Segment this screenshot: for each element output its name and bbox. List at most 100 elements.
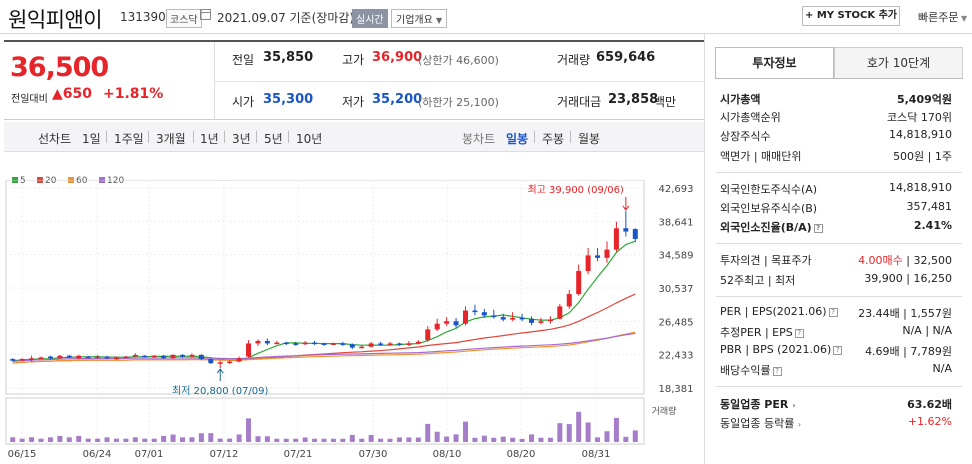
- volume-bar: [10, 437, 16, 442]
- candle-body: [472, 310, 478, 313]
- candle-body: [349, 344, 355, 348]
- divider: [256, 131, 257, 143]
- candle-body: [217, 362, 223, 364]
- volume-bar: [529, 434, 535, 442]
- info-row-face-value: 액면가 | 매매단위 500원 | 1주: [720, 148, 952, 166]
- info-value: 357,481: [906, 200, 953, 213]
- period-10y[interactable]: 10년: [296, 132, 323, 146]
- info-row-opinion: 투자의견 | 목표주가 4.00매수 | 32,500: [720, 252, 952, 270]
- help-icon[interactable]: ?: [828, 308, 838, 317]
- candle-body: [623, 228, 629, 232]
- candle-body: [425, 329, 431, 341]
- info-value: 14,818,910: [889, 128, 952, 141]
- candle-body: [161, 355, 167, 359]
- info-row-pbr: PBR | BPS (2021.06)? 4.69배 | 7,789원: [720, 343, 952, 361]
- info-label: 52주최고 | 최저: [720, 274, 796, 287]
- period-3y[interactable]: 3년: [232, 132, 251, 146]
- candle-weekly[interactable]: 주봉: [542, 132, 565, 146]
- info-value: 23.44배 | 1,557원: [858, 307, 952, 320]
- high-annotation: 최고 39,900 (09/06): [527, 184, 623, 196]
- help-icon[interactable]: ?: [772, 367, 782, 376]
- period-3m[interactable]: 3개월: [156, 132, 186, 146]
- volume-bar: [85, 438, 91, 442]
- volume-bar: [132, 437, 138, 442]
- tab-quote-10[interactable]: 호가 10단계: [834, 47, 963, 79]
- volume-bar: [123, 438, 129, 442]
- period-5y[interactable]: 5년: [264, 132, 283, 146]
- volume-bar: [302, 437, 308, 442]
- volume-bar: [415, 437, 421, 442]
- divider: [215, 81, 704, 82]
- candle-body: [123, 356, 129, 359]
- info-value: +1.62%: [907, 415, 952, 428]
- period-1w[interactable]: 1주일: [114, 132, 144, 146]
- period-1d[interactable]: 1일: [82, 132, 101, 146]
- volume-bar: [547, 437, 553, 442]
- my-stock-add-button[interactable]: + MY STOCK 추가: [802, 6, 900, 26]
- price-chart[interactable]: 42,693 38,641 34,589 30,537 26,485 22,433 18,3…: [0, 180, 706, 464]
- candle-body: [208, 359, 214, 364]
- quick-order-dropdown[interactable]: 빠른주문 ▼: [918, 9, 967, 25]
- prev-close-value: 35,850: [263, 50, 314, 65]
- help-icon[interactable]: ?: [813, 224, 823, 233]
- candle-body: [529, 318, 535, 323]
- y-tick-label: 26,485: [659, 317, 694, 328]
- divider: [716, 172, 962, 173]
- candle-body: [76, 355, 82, 359]
- candle-body: [491, 315, 497, 318]
- info-row-sector-per: 동일업종 PER › 63.62배: [720, 396, 952, 414]
- info-label: 외국인한도주식수(A): [720, 183, 818, 196]
- stock-code: 131390: [120, 10, 166, 24]
- volume-bar: [293, 438, 299, 442]
- legend-label: 5: [20, 176, 26, 186]
- info-label-text: 동일업종 등락률: [720, 417, 795, 430]
- volume-bar: [472, 437, 478, 442]
- realtime-button[interactable]: 실시간: [352, 9, 388, 28]
- corp-overview-dropdown[interactable]: 기업개요 ▼: [391, 9, 448, 28]
- line-chart-button[interactable]: 선차트: [38, 132, 72, 146]
- info-row-foreign-ratio: 외국인소진율(B/A)? 2.41%: [720, 219, 952, 237]
- y-tick-label: 30,537: [659, 284, 694, 295]
- candle-body: [227, 361, 233, 364]
- divider: [570, 131, 571, 143]
- tab-invest-info[interactable]: 투자정보: [715, 47, 834, 79]
- info-label: 상장주식수: [720, 130, 771, 143]
- volume-bar: [66, 437, 72, 442]
- info-label-text: 외국인소진율(B/A): [720, 221, 812, 234]
- candle-body: [330, 343, 336, 345]
- volume-legend: 거래량: [652, 405, 677, 417]
- candle-monthly[interactable]: 월봉: [578, 132, 601, 146]
- info-label: 추정PER | EPS?: [720, 324, 804, 340]
- help-icon[interactable]: ?: [794, 329, 804, 338]
- info-label-text: 동일업종 PER: [720, 398, 789, 411]
- ma-line-60: [12, 331, 636, 364]
- volume-bar: [274, 438, 280, 442]
- candle-body: [312, 342, 318, 345]
- info-row-foreign-held: 외국인보유주식수(B) 357,481: [720, 200, 952, 218]
- candle-body: [66, 355, 72, 358]
- candle-body: [519, 317, 525, 320]
- divider: [214, 42, 215, 120]
- corp-overview-label: 기업개요: [396, 15, 433, 26]
- candle-body: [434, 323, 440, 330]
- info-row-dividend: 배당수익률? N/A: [720, 362, 952, 380]
- volume-bar: [557, 423, 563, 442]
- info-label: 외국인보유주식수(B): [720, 202, 818, 215]
- info-value: 39,900 | 16,250: [864, 272, 952, 285]
- change-label: 전일대비: [11, 94, 48, 105]
- help-icon[interactable]: ?: [833, 346, 843, 355]
- info-label-text: 추정PER | EPS: [720, 326, 793, 339]
- period-1y[interactable]: 1년: [200, 132, 219, 146]
- candle-body: [236, 358, 242, 362]
- chevron-down-icon: ▼: [436, 16, 443, 25]
- candle-body: [453, 321, 459, 326]
- legend-label: 60: [76, 176, 88, 186]
- low-value: 35,200: [372, 92, 423, 107]
- candle-body: [302, 342, 308, 345]
- legend-label: 120: [107, 176, 125, 186]
- volume-bar: [368, 434, 374, 442]
- volume-bar: [453, 434, 459, 442]
- candle-daily[interactable]: 일봉: [506, 132, 529, 146]
- volume-bar: [585, 422, 591, 442]
- x-tick-label: 08/31: [582, 449, 611, 460]
